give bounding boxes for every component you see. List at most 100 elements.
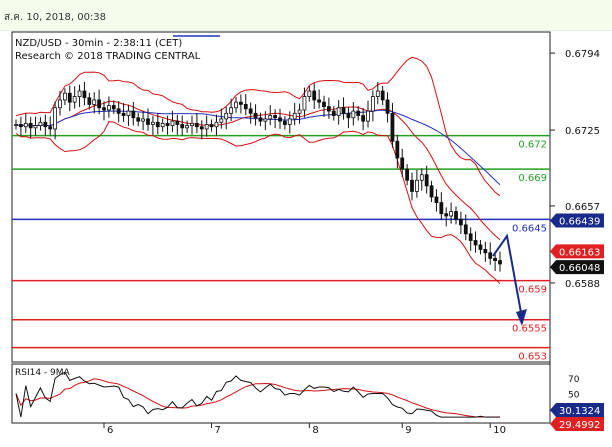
rsi-lines [15,371,500,418]
chart-subtitle: Research © 2018 TRADING CENTRAL [15,51,201,62]
candle-body [194,122,199,128]
x-tick-label: 9 [405,425,411,436]
level-label: 0.6645 [512,223,547,234]
price-tag-bg [550,213,604,228]
candle-body [336,107,341,116]
x-tick-label: 10 [493,425,506,436]
candle-body [414,179,419,192]
x-tick-label: 8 [312,425,318,436]
candle-body [238,101,243,105]
level-label: 0.669 [518,173,547,184]
candle-body [292,112,297,120]
rsi-ma-line [15,378,500,418]
price-tags: 0.66439 0.66163 0.66048 30.1324 29.4992 [550,213,604,431]
candle-body [258,117,263,122]
candle-body [199,126,204,130]
candle-body [121,112,126,116]
y-tick-label: 0.6657 [565,202,600,213]
candle-body [204,124,209,130]
candle-body [488,252,493,259]
candle-body [375,90,380,97]
candle-body [224,112,229,120]
candle-body [370,96,375,112]
forecast-arrow [492,233,527,326]
rsi-tag-bg [550,417,604,431]
candle-body [273,115,278,119]
candle-body [331,110,336,116]
candle-body [473,240,478,246]
candle-body [58,99,62,109]
bollinger-upper [15,56,501,197]
candle-body [48,126,53,130]
candle-body [23,122,28,128]
main-panel-frame [11,31,551,363]
candle-body [28,122,33,129]
bollinger-bands [15,56,501,285]
candle-body [380,90,385,101]
candle-body [405,168,410,181]
candle-body [126,110,131,116]
candle-body [317,99,322,103]
rsi-panel-frame [11,363,551,424]
candle-body [366,110,370,122]
candle-body [434,196,439,203]
candle-body [478,244,483,250]
chart-title: NZD/USD - 30min - 2:38:11 (CET) [15,38,182,49]
candle-body [395,140,400,159]
candle-body [150,121,155,125]
price-tag-bg [550,260,604,275]
y-tick-label: 0.6794 [565,49,600,60]
timestamp-text: ส.ค. 10, 2018, 00:38 [4,12,107,23]
candle-body [243,104,248,110]
candle-body [278,117,282,122]
level-label: 0.659 [518,285,547,296]
candle-body [155,121,160,128]
candle-body [390,112,395,142]
candle-body [248,108,253,114]
candle-body [351,110,356,119]
rsi-title: RSI14 - 9MA [15,368,71,378]
candle-body [62,92,67,101]
candle-body [361,115,366,122]
candle-body [312,90,317,101]
price-tag-label: 0.66163 [559,247,600,258]
candle-body [468,233,473,241]
candle-body [410,179,414,192]
candle-body [43,121,48,128]
candle-body [185,125,190,129]
candle-body [82,90,87,99]
y-tick-label: 0.6725 [565,126,600,137]
candle-body [400,157,405,170]
price-tag-label: 0.66439 [559,217,600,228]
candle-body [424,174,429,187]
y-tick-label: 0.6588 [565,279,600,290]
rsi-tick-label: 50 [568,391,580,401]
candle-body [190,122,194,126]
candle-body [53,107,58,130]
candle-body [302,96,307,111]
candle-body [326,106,331,112]
candle-body [229,107,234,114]
candle-body [263,118,268,122]
bollinger-middle [15,100,501,241]
candle-body [444,213,449,217]
candle-body [356,110,361,116]
candle-body [282,120,287,125]
rsi-tag-label: 30.1324 [559,406,600,417]
level-label: 0.653 [518,352,547,363]
rsi-line [15,371,500,418]
candle-body [72,96,77,103]
candle-body [219,118,224,123]
candle-body [160,122,165,128]
candle-body [102,107,106,111]
candle-body [67,92,72,103]
rsi-tick-label: 70 [568,375,580,385]
candle-body [18,124,23,128]
candle-body [111,105,116,110]
candle-body [214,121,219,128]
candle-body [131,110,136,119]
bollinger-lower [15,121,501,285]
candle-body [385,99,390,114]
level-label: 0.6555 [512,324,547,335]
candle-body [87,97,92,105]
